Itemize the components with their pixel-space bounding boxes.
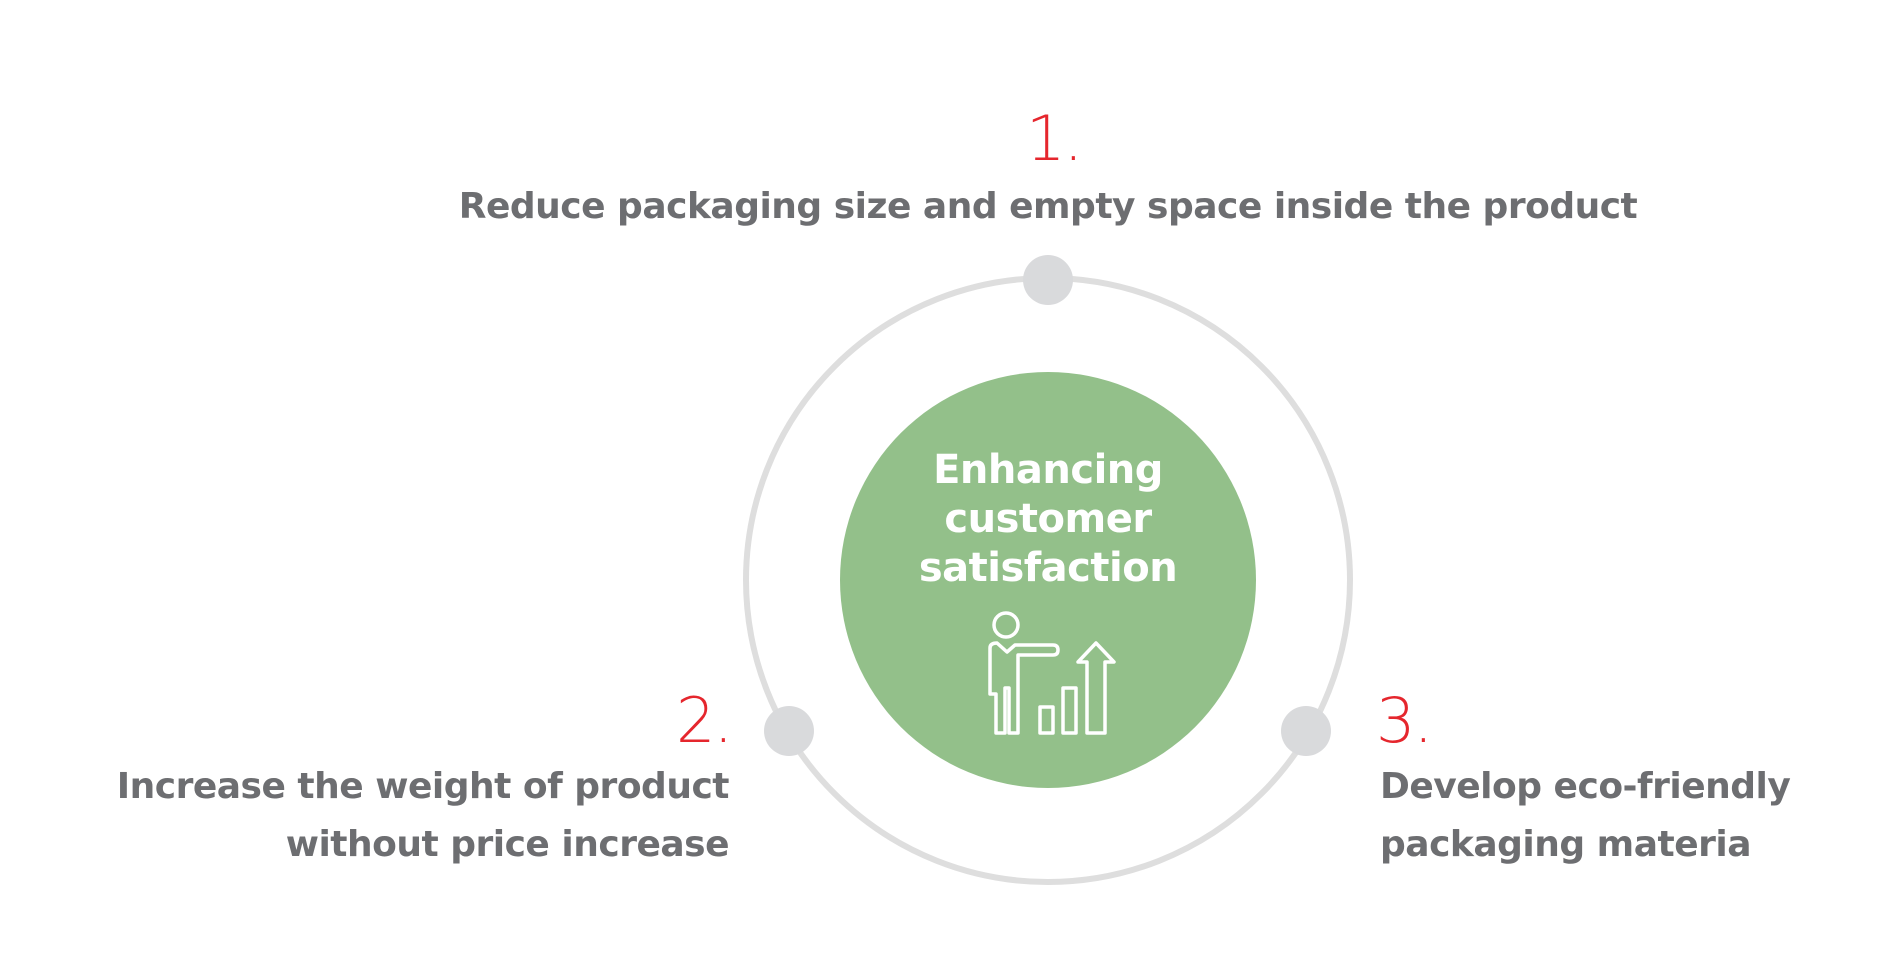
item-1-text: Reduce packaging size and empty space in… bbox=[0, 178, 1888, 236]
node-1 bbox=[1023, 255, 1073, 305]
item-2-number: 2. bbox=[676, 684, 733, 757]
item-1-number: 1. bbox=[1026, 102, 1083, 175]
center-title-line: satisfaction bbox=[918, 545, 1178, 591]
center-title: Enhancing customer satisfaction bbox=[848, 446, 1248, 593]
item-2-text-line: Increase the weight of product bbox=[116, 766, 730, 807]
center-circle bbox=[840, 372, 1256, 788]
center-title-line: customer bbox=[944, 496, 1152, 542]
item-3-text-line: Develop eco-friendly bbox=[1380, 766, 1791, 807]
presenter-growth-chart-icon bbox=[988, 611, 1116, 735]
node-3 bbox=[1281, 706, 1331, 756]
item-2-text: Increase the weight of product without p… bbox=[116, 758, 730, 874]
item-2-text-line: without price increase bbox=[285, 824, 730, 865]
item-3-number: 3. bbox=[1376, 684, 1433, 757]
item-3-text: Develop eco-friendly packaging materia bbox=[1380, 758, 1791, 874]
node-2 bbox=[764, 706, 814, 756]
item-1-text-line: Reduce packaging size and empty space in… bbox=[458, 186, 1638, 227]
item-3-text-line: packaging materia bbox=[1380, 824, 1752, 865]
center-title-line: Enhancing bbox=[933, 447, 1163, 493]
